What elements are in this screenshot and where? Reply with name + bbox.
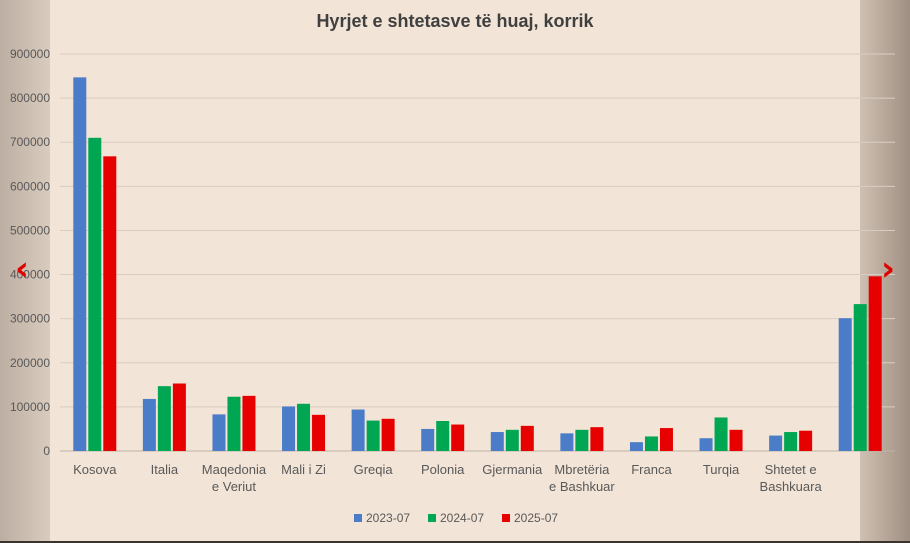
- bar-2024-07-11: [853, 304, 867, 451]
- bar-2025-07-11: [868, 276, 882, 451]
- y-tick-label: 800000: [10, 91, 50, 105]
- bar-2023-07-0: [73, 77, 87, 451]
- bar-2025-07-1: [172, 383, 186, 451]
- bar-2023-07-2: [212, 414, 226, 451]
- bar-2025-07-8: [659, 428, 673, 451]
- y-tick-label: 100000: [10, 400, 50, 414]
- y-axis-ticks: 0 100000 200000 300000 400000 500000 600000 700…: [10, 47, 50, 458]
- legend: 2023-07 2024-07 2025-07: [354, 511, 558, 525]
- x-tick-label: e Bashkuar: [549, 479, 615, 494]
- bar-2025-07-9: [729, 429, 743, 451]
- y-tick-label: 500000: [10, 223, 50, 237]
- bar-2025-07-0: [103, 156, 117, 452]
- bar-2024-07-10: [784, 432, 798, 451]
- x-tick-label: Mali i Zi: [281, 462, 326, 477]
- legend-swatch-2023-07: [354, 514, 362, 522]
- bar-2025-07-5: [451, 424, 465, 451]
- legend-label-2023-07: 2023-07: [366, 511, 410, 525]
- bar-2023-07-1: [142, 398, 156, 451]
- y-tick-label: 400000: [10, 268, 50, 282]
- bar-2023-07-7: [560, 433, 574, 451]
- bar-2024-07-2: [227, 396, 241, 451]
- x-tick-label: Mbretëria: [554, 462, 610, 477]
- bar-2024-07-5: [436, 421, 450, 451]
- bottom-border: [0, 541, 910, 543]
- legend-label-2025-07: 2025-07: [514, 511, 558, 525]
- legend-swatch-2025-07: [502, 514, 510, 522]
- x-tick-label: Greqia: [354, 462, 394, 477]
- x-tick-label: Kosova: [73, 462, 117, 477]
- bar-2024-07-9: [714, 417, 728, 451]
- bar-2024-07-3: [297, 403, 311, 451]
- y-tick-label: 700000: [10, 135, 50, 149]
- y-tick-label: 600000: [10, 179, 50, 193]
- x-tick-label: Turqia: [703, 462, 740, 477]
- gridlines: [60, 53, 895, 452]
- y-tick-label: 900000: [10, 47, 50, 61]
- x-tick-label: e Veriut: [212, 479, 256, 494]
- bar-2025-07-10: [799, 430, 813, 451]
- bar-2025-07-6: [520, 425, 534, 451]
- chart-title: Hyrjet e shtetasve të huaj, korrik: [316, 11, 594, 31]
- x-tick-label: Shtetet e: [765, 462, 817, 477]
- bar-2025-07-2: [242, 395, 256, 451]
- x-tick-label: Franca: [631, 462, 672, 477]
- bar-2024-07-7: [575, 429, 589, 451]
- bar-2023-07-5: [421, 428, 435, 451]
- bar-2025-07-7: [590, 427, 604, 451]
- x-tick-label: Italia: [151, 462, 179, 477]
- x-tick-label: Bashkuara: [760, 479, 823, 494]
- legend-swatch-2024-07: [428, 514, 436, 522]
- y-tick-label: 300000: [10, 312, 50, 326]
- bar-2023-07-6: [490, 432, 504, 451]
- x-axis-ticks: Kosova Italia Maqedonia e Veriut Mali i Zi Gr…: [73, 462, 822, 494]
- bar-2024-07-8: [644, 436, 658, 451]
- x-tick-label: Gjermania: [482, 462, 543, 477]
- left-edge-shade: [0, 0, 50, 541]
- bar-2024-07-1: [157, 386, 171, 451]
- y-tick-label: 0: [43, 444, 50, 458]
- bar-2025-07-4: [381, 418, 395, 451]
- bars: [73, 77, 882, 452]
- x-tick-label: Polonia: [421, 462, 465, 477]
- bar-2023-07-3: [282, 406, 296, 451]
- bar-2023-07-4: [351, 409, 365, 451]
- bar-2023-07-10: [769, 435, 783, 451]
- bar-2023-07-11: [838, 318, 852, 451]
- next-arrow-icon[interactable]: ›: [880, 249, 895, 289]
- previous-arrow-icon[interactable]: ‹: [14, 249, 29, 289]
- x-tick-label: Maqedonia: [202, 462, 267, 477]
- bar-2025-07-3: [312, 414, 326, 451]
- y-tick-label: 200000: [10, 356, 50, 370]
- bar-2024-07-0: [88, 137, 102, 452]
- legend-label-2024-07: 2024-07: [440, 511, 484, 525]
- bar-2023-07-8: [629, 442, 643, 451]
- bar-2024-07-4: [366, 420, 380, 451]
- bar-2024-07-6: [505, 429, 519, 451]
- bar-2023-07-9: [699, 438, 713, 451]
